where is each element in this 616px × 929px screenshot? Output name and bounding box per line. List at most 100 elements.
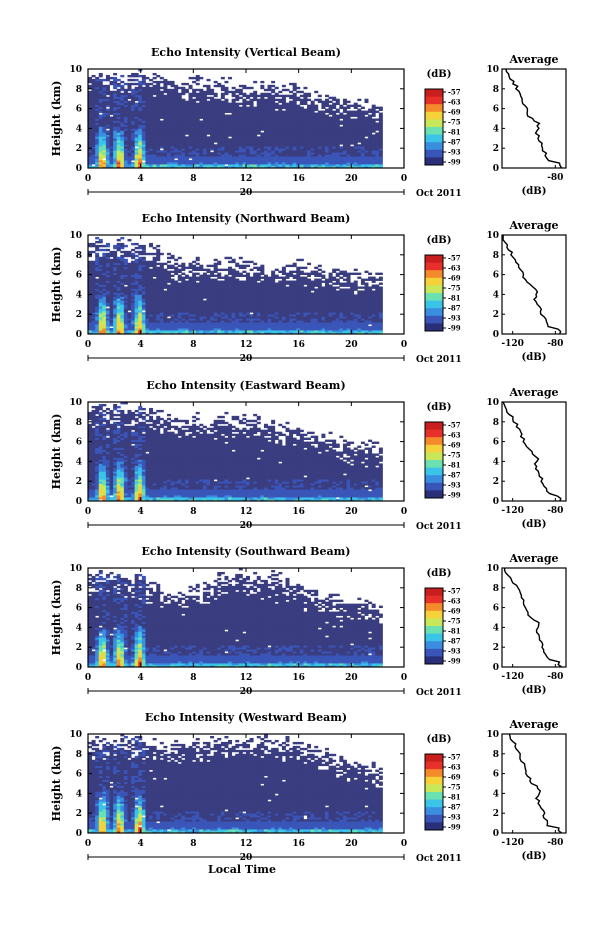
heatmap-cell [185,267,189,269]
heatmap-cell [192,89,196,91]
heatmap-cell [110,259,114,261]
heatmap-cell [365,99,369,101]
heatmap-cell [271,85,275,87]
y-tick-label: 8 [76,85,82,95]
heatmap-cell [307,93,311,95]
heatmap-cell [275,103,279,105]
heatmap-cell [286,89,290,91]
heatmap-cell [120,81,124,83]
heatmap-cell [224,275,228,277]
heatmap-cell [106,85,110,87]
heatmap-cell [253,107,257,109]
heatmap-cell [178,257,182,259]
heatmap-cell [239,265,243,267]
heatmap-cell [239,85,243,87]
heatmap-cell [189,93,193,95]
heatmap-cell [365,138,369,140]
heatmap-cell [242,271,246,273]
heatmap-cell [242,265,246,267]
heatmap-cell [149,253,153,255]
heatmap-cell [246,87,250,89]
heatmap-cell [156,263,160,265]
heatmap-cell [343,115,347,117]
heatmap-cell [128,83,132,85]
heatmap-cell [375,107,379,109]
heatmap-cell [167,271,171,273]
heatmap-cell [268,85,272,87]
heatmap-cell [156,249,160,251]
heatmap-cell [343,99,347,101]
heatmap-cell [224,99,228,101]
heatmap-cell [339,120,343,122]
heatmap-cell [92,251,96,253]
heatmap-cell [354,119,358,121]
heatmap-cell [221,277,225,279]
heatmap-cell [120,75,124,77]
heatmap-cell [361,107,365,109]
heatmap-cell [329,117,333,119]
heatmap-cell [224,269,228,271]
heatmap-cell [117,83,121,85]
heatmap-cell [128,312,132,314]
heatmap-cell [153,77,157,79]
heatmap-cell [131,79,135,81]
heatmap-cell [163,290,167,292]
heatmap-cell [113,251,117,253]
heatmap-cell [160,77,164,79]
heatmap-cell [214,259,218,261]
heatmap-cell [149,261,153,263]
heatmap-cell [138,251,142,253]
heatmap-cell [120,251,124,253]
heatmap-cell [296,97,300,99]
heatmap-cell [210,97,214,99]
y-tick-label: 0 [76,164,82,174]
colorbar-swatch [425,135,443,143]
heatmap-cell [325,115,329,117]
heatmap-cell [203,269,207,271]
heatmap-cell [199,120,203,122]
heatmap-cell [181,99,185,101]
heatmap-cell [235,279,239,281]
heatmap-cell [357,109,361,111]
heatmap-cell [228,257,232,259]
heatmap-cell [221,281,225,283]
heatmap-cell [128,79,132,81]
y-tick-label: 4 [76,124,82,134]
heatmap-cell [163,269,167,271]
heatmap-cell [286,103,290,105]
heatmap-cell [350,105,354,107]
heatmap-cell [250,269,254,271]
heatmap-cell [250,93,254,95]
heatmap-cell [156,81,160,83]
heatmap-cell [142,162,146,164]
heatmap-cell [210,271,214,273]
heatmap-cell [106,253,110,255]
heatmap-cell [160,91,164,93]
heatmap-cell [250,277,254,279]
heatmap-cell [246,265,250,267]
heatmap-cell [239,97,243,99]
heatmap-cell [117,243,121,245]
heatmap-cell [228,261,232,263]
heatmap-cell [128,93,132,95]
colorbar-swatch [425,119,443,127]
heatmap-cell [332,111,336,113]
average-y-tick-label: 6 [493,105,499,115]
heatmap-cell [95,241,99,243]
heatmap-cell [117,257,121,259]
average-profile-line [506,69,562,168]
heatmap-cell [185,136,189,138]
heatmap-cell [160,150,164,152]
heatmap-cell [106,109,110,111]
heatmap-cell [300,99,304,101]
heatmap-cell [314,113,318,115]
heatmap-cell [102,160,106,162]
heatmap-cell [171,275,175,277]
heatmap-cell [128,263,132,265]
colorbar-tick-label: -99 [448,158,461,167]
heatmap-cell [167,261,171,263]
heatmap-cell [278,91,282,93]
heatmap-cell [250,314,254,316]
average-y-tick-label: 2 [493,144,499,154]
heatmap-cell [242,261,246,263]
